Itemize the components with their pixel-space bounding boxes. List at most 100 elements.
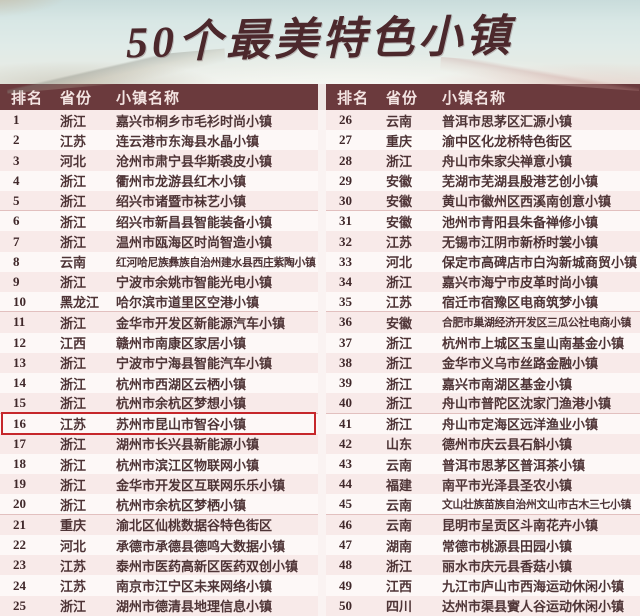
town-name-cell: 湖州市德清县地理信息小镇 — [116, 599, 273, 615]
table-row: 26 云南 普洱市思茅区汇源小镇 — [326, 110, 640, 131]
province-cell: 浙江 — [60, 235, 87, 251]
town-name-cell: 苏州市昆山市智谷小镇 — [116, 417, 247, 433]
rank-cell: 24 — [13, 577, 26, 593]
rank-cell: 20 — [13, 496, 26, 512]
table-row: 16 江苏 苏州市昆山市智谷小镇 — [0, 411, 318, 435]
town-name-cell: 杭州市西湖区云栖小镇 — [116, 376, 247, 392]
table-row: 46 云南 昆明市呈贡区斗南花卉小镇 — [326, 514, 640, 535]
town-name-cell: 衢州市龙游县红木小镇 — [116, 174, 247, 190]
province-cell: 江苏 — [60, 579, 87, 594]
province-cell: 浙江 — [386, 356, 413, 372]
rank-cell: 48 — [339, 557, 352, 573]
province-cell: 江西 — [386, 579, 413, 594]
town-name-cell: 舟山市普陀区沈家门渔港小镇 — [442, 396, 612, 412]
rank-cell: 47 — [339, 537, 352, 553]
town-name-cell: 宁波市宁海县智能汽车小镇 — [116, 356, 273, 372]
province-cell: 江西 — [60, 336, 87, 352]
province-cell: 云南 — [386, 518, 413, 534]
town-name-cell: 丽水市庆元县香菇小镇 — [442, 558, 573, 574]
town-name-cell: 普洱市思茅区汇源小镇 — [442, 113, 573, 129]
province-cell: 浙江 — [386, 336, 413, 352]
watercolor-banner: 50个最美特色小镇 — [0, 0, 640, 84]
rank-column-header: 排名 — [11, 90, 44, 107]
table-row: 34 浙江 嘉兴市海宁市皮革时尚小镇 — [326, 271, 640, 293]
province-cell: 浙江 — [60, 275, 87, 291]
rank-cell: 49 — [339, 577, 352, 593]
province-cell: 湖南 — [386, 538, 413, 554]
header-gap-divider — [318, 84, 326, 110]
rank-cell: 30 — [339, 192, 352, 208]
province-cell: 江苏 — [60, 558, 87, 574]
town-name-cell: 嘉兴市桐乡市毛衫时尚小镇 — [116, 113, 273, 129]
rank-cell: 22 — [13, 537, 26, 553]
left-table: 1 浙江 嘉兴市桐乡市毛衫时尚小镇 2 江苏 连云港市东海县水晶小镇 3 河北 … — [0, 110, 318, 616]
rank-cell: 9 — [13, 273, 20, 289]
town-name-cell: 杭州市滨江区物联网小镇 — [116, 457, 260, 473]
table-row: 18 浙江 杭州市滨江区物联网小镇 — [0, 453, 318, 475]
table-row: 49 江西 九江市庐山市西海运动休闲小镇 — [326, 575, 640, 596]
table-row: 40 浙江 舟山市普陀区沈家门渔港小镇 — [326, 393, 640, 414]
table-row: 41 浙江 舟山市定海区远洋渔业小镇 — [326, 413, 640, 434]
rank-cell: 27 — [339, 132, 352, 148]
table-row: 9 浙江 宁波市余姚市智能光电小镇 — [0, 271, 318, 293]
table-row: 35 江苏 宿迁市宿豫区电商筑梦小镇 — [326, 292, 640, 313]
table-row: 1 浙江 嘉兴市桐乡市毛衫时尚小镇 — [0, 110, 318, 131]
table-row: 13 浙江 宁波市宁海县智能汽车小镇 — [0, 352, 318, 374]
province-cell: 云南 — [60, 255, 87, 271]
table-row: 27 重庆 渝中区化龙桥特色街区 — [326, 130, 640, 151]
rank-cell: 36 — [339, 314, 352, 330]
rank-cell: 25 — [13, 597, 26, 613]
town-name-cell: 杭州市余杭区梦想小镇 — [116, 396, 247, 412]
rank-cell: 35 — [339, 293, 352, 309]
table-row: 37 浙江 杭州市上城区玉皇山南基金小镇 — [326, 332, 640, 353]
town-name-cell: 赣州市南康区家居小镇 — [116, 336, 247, 352]
table-row: 14 浙江 杭州市西湖区云栖小镇 — [0, 373, 318, 394]
table-row: 10 黑龙江 哈尔滨市道里区空港小镇 — [0, 292, 318, 313]
province-cell: 江苏 — [386, 295, 413, 311]
province-cell: 浙江 — [386, 558, 413, 574]
rank-cell: 41 — [339, 415, 352, 431]
table-row: 2 江苏 连云港市东海县水晶小镇 — [0, 130, 318, 151]
rank-cell: 37 — [339, 334, 352, 350]
town-name-cell: 金华市开发区互联网乐乐小镇 — [116, 477, 286, 493]
town-name-cell: 杭州市余杭区梦栖小镇 — [116, 497, 247, 513]
province-cell: 安徽 — [386, 194, 413, 210]
table-row: 7 浙江 温州市瓯海区时尚智造小镇 — [0, 231, 318, 252]
rank-cell: 23 — [13, 557, 26, 573]
rank-cell: 17 — [13, 435, 26, 451]
province-cell: 浙江 — [386, 417, 413, 433]
table-row: 20 浙江 杭州市余杭区梦栖小镇 — [0, 494, 318, 515]
right-table-header: 排名 省份 小镇名称 — [326, 84, 640, 110]
table-row: 28 浙江 舟山市朱家尖禅意小镇 — [326, 150, 640, 171]
table-row: 5 浙江 绍兴市诸暨市袜艺小镇 — [0, 190, 318, 212]
table-row: 36 安徽 合肥市巢湖经济开发区三瓜公社电商小镇 — [326, 312, 640, 333]
rank-cell: 19 — [13, 476, 26, 492]
rank-column-header: 排名 — [337, 90, 370, 107]
province-cell: 河北 — [60, 538, 87, 554]
province-cell: 云南 — [386, 497, 413, 513]
rank-cell: 43 — [339, 456, 352, 472]
province-cell: 河北 — [386, 255, 413, 271]
table-header-band: 排名 省份 小镇名称 排名 省份 小镇名称 — [0, 84, 640, 110]
rank-cell: 12 — [13, 334, 26, 350]
province-cell: 浙江 — [60, 457, 87, 473]
rank-cell: 34 — [339, 273, 352, 289]
rank-cell: 1 — [13, 112, 20, 128]
town-name-cell: 沧州市肃宁县华斯裘皮小镇 — [116, 154, 273, 170]
rank-cell: 42 — [339, 435, 352, 451]
town-name-cell: 达州市渠县賨人谷运动休闲小镇 — [442, 599, 625, 615]
province-cell: 重庆 — [60, 518, 87, 534]
town-name-cell: 承德市承德县德鸣大数据小镇 — [116, 538, 286, 554]
rank-cell: 8 — [13, 253, 20, 269]
table-row: 15 浙江 杭州市余杭区梦想小镇 — [0, 393, 318, 414]
table-row: 48 浙江 丽水市庆元县香菇小镇 — [326, 555, 640, 576]
rank-cell: 31 — [339, 213, 352, 229]
town-name-cell: 舟山市朱家尖禅意小镇 — [442, 154, 573, 170]
town-name-cell: 嘉兴市南湖区基金小镇 — [442, 376, 573, 392]
town-column-header: 小镇名称 — [442, 90, 507, 107]
province-cell: 云南 — [386, 457, 413, 473]
province-cell: 江苏 — [386, 235, 413, 251]
town-name-cell: 合肥市巢湖经济开发区三瓜公社电商小镇 — [442, 317, 631, 330]
province-cell: 江苏 — [60, 133, 87, 149]
town-name-cell: 德州市庆云县石斛小镇 — [442, 437, 573, 453]
